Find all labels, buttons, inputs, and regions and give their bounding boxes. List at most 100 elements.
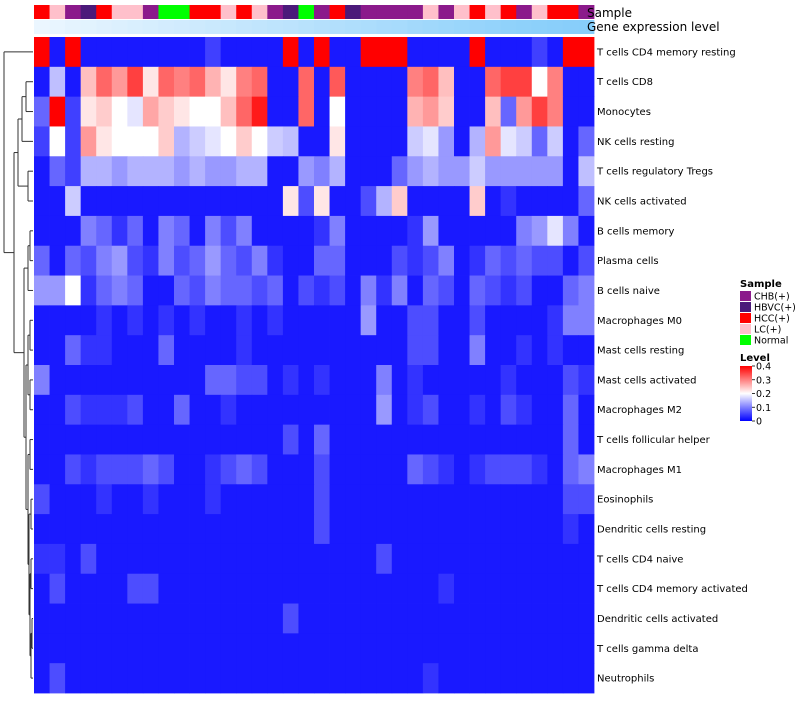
heatmap-cell <box>547 305 564 336</box>
heatmap-cell <box>282 335 299 366</box>
heatmap-cell <box>547 186 564 217</box>
heatmap-cell <box>469 424 486 455</box>
heatmap-cell <box>454 424 470 455</box>
sample-annotation-cell <box>438 5 455 19</box>
heatmap-cell <box>158 484 175 515</box>
expression-annotation-cell <box>407 20 424 34</box>
heatmap-cell <box>49 603 66 634</box>
heatmap-cell <box>49 275 66 306</box>
heatmap-cell <box>158 543 175 575</box>
heatmap-cell <box>329 96 346 127</box>
heatmap-cell <box>220 484 237 515</box>
heatmap-cell <box>469 37 486 68</box>
heatmap-cell <box>267 484 284 515</box>
heatmap-cell <box>407 275 424 306</box>
heatmap-cell <box>298 96 315 127</box>
heatmap-cell <box>65 543 82 575</box>
heatmap-cell <box>422 335 439 366</box>
heatmap-cell <box>454 215 470 247</box>
heatmap-cell <box>174 633 190 664</box>
sample-annotation-cell <box>329 5 346 19</box>
heatmap-cell <box>80 394 97 426</box>
heatmap-cell <box>142 215 159 247</box>
heatmap-cell <box>562 394 579 426</box>
heatmap-cell <box>111 37 128 68</box>
level-tick-label: 0.2 <box>756 389 771 400</box>
heatmap-cell <box>578 66 595 98</box>
heatmap-cell <box>127 96 144 127</box>
heatmap-cell <box>49 37 66 68</box>
heatmap-cell <box>49 543 66 575</box>
heatmap-cell <box>314 275 330 306</box>
heatmap-cell <box>282 424 299 455</box>
heatmap-cell <box>236 543 253 575</box>
heatmap-cell <box>158 66 175 98</box>
heatmap-cell <box>469 663 486 694</box>
heatmap-cell <box>485 365 502 396</box>
heatmap-cell <box>329 633 346 664</box>
heatmap-cell <box>329 573 346 604</box>
heatmap-cell <box>547 215 564 247</box>
heatmap-cell <box>547 335 564 366</box>
heatmap-cell <box>49 365 66 396</box>
expression-annotation-cell <box>205 20 222 34</box>
heatmap-cell <box>174 186 190 217</box>
heatmap-cell <box>236 514 253 545</box>
heatmap-cell <box>189 245 206 276</box>
heatmap-cell <box>345 305 362 336</box>
heatmap-cell <box>34 37 50 68</box>
row-label: T cells CD4 memory resting <box>596 47 736 58</box>
heatmap-cell <box>251 573 268 604</box>
heatmap-cell <box>422 156 439 187</box>
heatmap-cell <box>438 454 455 485</box>
heatmap-cell <box>500 156 517 187</box>
heatmap-cell <box>220 215 237 247</box>
row-label: Neutrophils <box>597 674 654 685</box>
heatmap-cell <box>220 275 237 306</box>
heatmap-cell <box>578 245 595 276</box>
heatmap-cell <box>438 215 455 247</box>
heatmap-cell <box>65 484 82 515</box>
heatmap-cell <box>96 186 113 217</box>
heatmap-cell <box>127 275 144 306</box>
heatmap-cell <box>314 633 330 664</box>
heatmap-cell <box>376 484 393 515</box>
heatmap-cell <box>127 394 144 426</box>
heatmap-cell <box>267 245 284 276</box>
heatmap-cell <box>469 126 486 157</box>
heatmap-cell <box>80 305 97 336</box>
heatmap-cell <box>34 573 50 604</box>
heatmap-cell <box>391 394 408 426</box>
heatmap-cell <box>376 543 393 575</box>
heatmap-cell <box>407 245 424 276</box>
heatmap-cell <box>531 394 548 426</box>
heatmap-cell <box>438 245 455 276</box>
heatmap-cell <box>314 335 330 366</box>
heatmap-cell <box>205 484 222 515</box>
heatmap-cell <box>111 245 128 276</box>
heatmap-cell <box>578 573 595 604</box>
heatmap-cell <box>547 365 564 396</box>
heatmap-cell <box>516 245 533 276</box>
sample-annotation-cell <box>422 5 439 19</box>
heatmap-cell <box>220 156 237 187</box>
sample-annotation-cell <box>251 5 268 19</box>
level-legend-title: Level <box>740 353 770 364</box>
heatmap-cell <box>407 126 424 157</box>
expression-annotation-cell <box>251 20 268 34</box>
heatmap-cell <box>531 573 548 604</box>
heatmap-cell <box>205 305 222 336</box>
heatmap-cell <box>236 394 253 426</box>
heatmap-cell <box>578 126 595 157</box>
heatmap-cell <box>220 394 237 426</box>
heatmap-cell <box>34 275 50 306</box>
heatmap-cell <box>205 275 222 306</box>
heatmap-cell <box>345 37 362 68</box>
heatmap-cell <box>282 484 299 515</box>
sample-annotation-cell <box>578 5 595 19</box>
heatmap-cell <box>111 365 128 396</box>
sample-annotation-cell <box>376 5 393 19</box>
heatmap-cell <box>282 245 299 276</box>
heatmap-cell <box>454 543 470 575</box>
heatmap-cell <box>49 424 66 455</box>
